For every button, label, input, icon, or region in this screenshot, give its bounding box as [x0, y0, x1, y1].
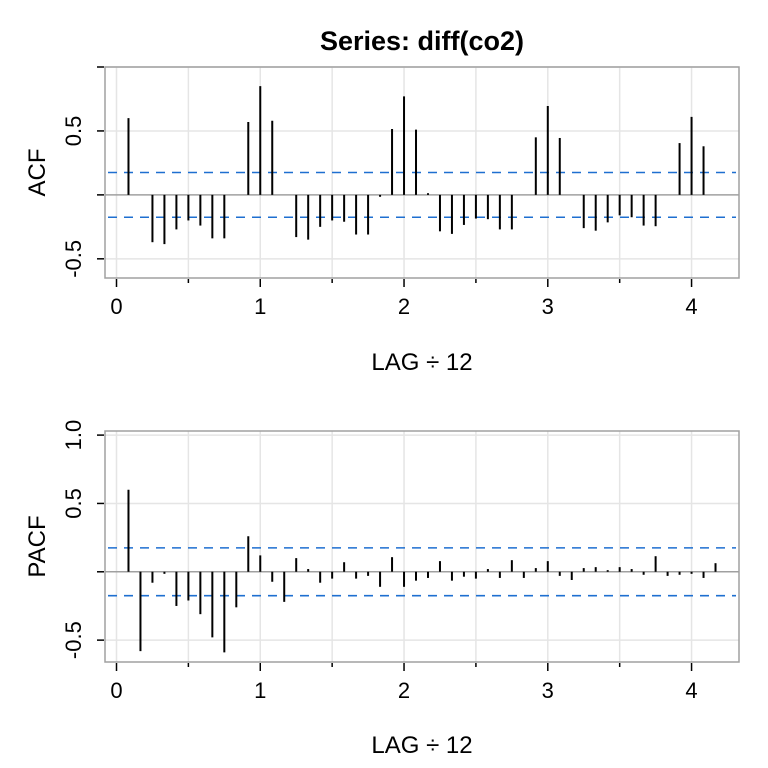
x-tick-label: 0 [110, 678, 122, 703]
x-tick-label: 4 [685, 294, 697, 319]
plot-frame [104, 66, 740, 279]
x-tick-label: 3 [542, 294, 554, 319]
y-tick-label: 1.0 [61, 420, 86, 451]
y-axis-title: PACF [24, 515, 51, 577]
y-tick-label: -0.5 [61, 240, 86, 278]
x-tick-label: 4 [685, 678, 697, 703]
chart-title: Series: diff(co2) [320, 26, 524, 56]
y-tick-label: 0.5 [61, 488, 86, 519]
y-axis-title: ACF [24, 149, 51, 197]
x-tick-label: 1 [254, 294, 266, 319]
x-tick-label: 1 [254, 678, 266, 703]
pacf-panel: 0 1 2 3 4 1.0 0.5 -0.5 LAG ÷ 12 PACF [24, 420, 740, 759]
x-tick-label: 0 [110, 294, 122, 319]
acf-panel: 0 1 2 3 4 0.5 -0.5 LAG ÷ 12 ACF [24, 66, 740, 376]
x-tick-label: 2 [398, 294, 410, 319]
x-tick-label: 2 [398, 678, 410, 703]
x-axis-title: LAG ÷ 12 [371, 349, 472, 376]
plot-frame [104, 430, 740, 663]
x-axis-title: LAG ÷ 12 [371, 732, 472, 759]
x-tick-label: 3 [542, 678, 554, 703]
y-tick-label: -0.5 [61, 621, 86, 659]
y-tick-label: 0.5 [61, 116, 86, 147]
